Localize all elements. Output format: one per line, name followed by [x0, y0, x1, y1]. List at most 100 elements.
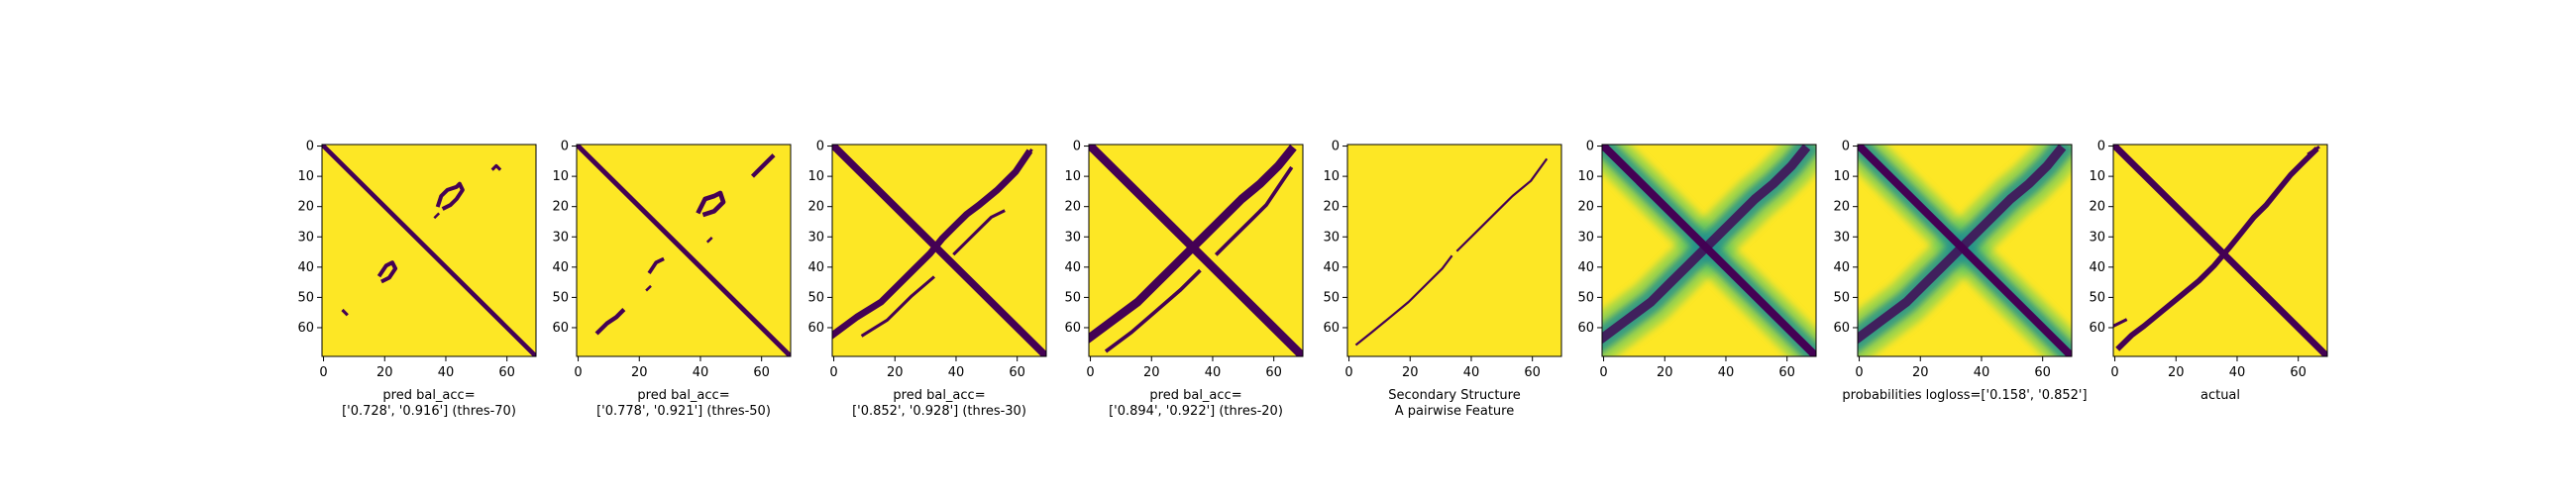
- x-tick-label: 40: [1205, 365, 1222, 380]
- y-tick-label: 20: [1323, 200, 1340, 215]
- heatmap-cells: [1858, 145, 2072, 356]
- y-tick-label: 0: [1332, 140, 1340, 154]
- x-tick-label: 20: [887, 365, 904, 380]
- heatmap-cells: [322, 145, 536, 356]
- y-tick-label: 0: [2097, 140, 2105, 154]
- contact-band-1: [322, 145, 536, 356]
- x-axis-label: pred bal_acc= ['0.728', '0.916'] (thres-7…: [342, 388, 516, 419]
- contact-band-4: [1214, 165, 1294, 256]
- x-axis-label: pred bal_acc= ['0.894', '0.922'] (thres-2…: [1109, 388, 1283, 419]
- x-axis-label-line: ['0.894', '0.922'] (thres-20): [1109, 404, 1283, 419]
- x-tick-label: 40: [1718, 365, 1735, 380]
- x-axis-label: Secondary Structure A pairwise Feature: [1388, 388, 1520, 419]
- y-tick-label: 60: [807, 321, 824, 336]
- x-tick-label: 60: [1524, 365, 1541, 380]
- y-tick-label: 40: [2089, 260, 2105, 275]
- y-tick-label: 40: [1064, 260, 1081, 275]
- x-tick-label: 40: [1974, 365, 1990, 380]
- y-tick-label: 30: [1833, 230, 1850, 245]
- y-tick-label: 30: [807, 230, 824, 245]
- y-tick-label: 0: [1586, 140, 1594, 154]
- heatmap-panel-8: 0 10 20 30 40 50 60 0 20 40 60 actual: [2089, 140, 2328, 403]
- heatmap-panel-7: 0 10 20 30 40 50 60 0 20 40 60 probabilities loglos…: [1833, 140, 2087, 403]
- x-tick-label: 0: [829, 365, 837, 380]
- x-tick-label: 60: [1265, 365, 1282, 380]
- y-tick-label: 20: [1577, 200, 1594, 215]
- y-tick-label: 60: [1064, 321, 1081, 336]
- y-tick-label: 0: [816, 140, 824, 154]
- contact-band-3: [860, 275, 935, 338]
- contact-band-3: [1104, 268, 1202, 353]
- contact-band-2: [1455, 157, 1549, 252]
- y-tick-label: 50: [1833, 290, 1850, 305]
- y-tick-label: 30: [1064, 230, 1081, 245]
- contact-band-2: [2115, 147, 2319, 351]
- y-tick-label: 20: [2089, 200, 2105, 215]
- x-axis-label-line: ['0.778', '0.921'] (thres-50): [596, 404, 771, 419]
- x-axis-label: probabilities logloss=['0.158', '0.852']: [1842, 388, 2087, 403]
- contact-band-1: [832, 145, 1046, 356]
- y-tick-label: 50: [1064, 290, 1081, 305]
- x-tick-label: 60: [1778, 365, 1795, 380]
- contact-band-7: [705, 237, 713, 244]
- axes-frame: [1088, 144, 1304, 357]
- y-tick-label: 0: [1842, 140, 1850, 154]
- y-tick-label: 20: [297, 200, 314, 215]
- contact-band-4: [952, 209, 1006, 256]
- y-tick-label: 30: [1577, 230, 1594, 245]
- contact-band-4: [490, 163, 502, 171]
- y-tick-label: 50: [297, 290, 314, 305]
- x-tick-label: 60: [2290, 365, 2307, 380]
- axes-frame: [2112, 144, 2328, 357]
- y-tick-label: 10: [1833, 169, 1850, 184]
- contact-band-1: [577, 145, 791, 356]
- axes-frame: [1601, 144, 1817, 357]
- contact-band-6: [645, 284, 652, 292]
- heatmap-cells: [577, 145, 791, 356]
- x-axis-label-line: pred bal_acc=: [893, 388, 985, 403]
- contact-band-2: [1089, 145, 1297, 345]
- y-tick-label: 60: [2089, 321, 2105, 336]
- y-tick-label: 10: [807, 169, 824, 184]
- contact-band-2: [832, 148, 1033, 340]
- y-tick-label: 60: [1833, 321, 1850, 336]
- axes-frame: [321, 144, 537, 357]
- heatmap-cells: [2113, 145, 2327, 356]
- y-tick-label: 60: [297, 321, 314, 336]
- x-tick-label: 20: [2168, 365, 2185, 380]
- y-tick-label: 0: [561, 140, 569, 154]
- heatmap-cells: [1089, 145, 1303, 356]
- contact-band-5: [341, 308, 349, 317]
- y-tick-label: 40: [552, 260, 569, 275]
- x-tick-label: 0: [319, 365, 327, 380]
- contact-band-3: [2113, 318, 2128, 329]
- y-tick-label: 10: [1577, 169, 1594, 184]
- heatmap-cells: [832, 145, 1046, 356]
- y-tick-label: 60: [1323, 321, 1340, 336]
- x-axis-label-line: probabilities logloss=['0.158', '0.852']: [1842, 388, 2087, 403]
- y-tick-label: 60: [1577, 321, 1594, 336]
- x-tick-label: 0: [1855, 365, 1863, 380]
- x-axis-label-line: pred bal_acc=: [637, 388, 729, 403]
- x-axis-label-line: pred bal_acc=: [382, 388, 475, 403]
- heatmap-cells: [1602, 145, 1816, 356]
- x-axis-label-line: ['0.728', '0.916'] (thres-70): [342, 404, 516, 419]
- contact-band-6: [433, 212, 441, 220]
- y-tick-label: 30: [552, 230, 569, 245]
- y-tick-label: 10: [1323, 169, 1340, 184]
- x-tick-label: 40: [438, 365, 455, 380]
- contact-band-3: [376, 260, 398, 284]
- contact-band-1: [2113, 145, 2327, 356]
- axes-frame: [576, 144, 792, 357]
- y-tick-label: 30: [2089, 230, 2105, 245]
- contact-band-5: [647, 256, 665, 274]
- heatmap-panel-4: 0 10 20 30 40 50 60 0 20 40 60 pred bal_acc= ['0.894…: [1064, 140, 1304, 419]
- heatmap-panel-1: 0 10 20 30 40 50 60 0 20 40 60 pred bal_acc= ['0.728…: [297, 140, 537, 419]
- contact-band-1: [1354, 254, 1453, 346]
- y-tick-label: 50: [552, 290, 569, 305]
- contact-band-4: [2307, 145, 2320, 156]
- x-tick-label: 60: [2034, 365, 2051, 380]
- x-axis-label: pred bal_acc= ['0.852', '0.928'] (thres-3…: [852, 388, 1026, 419]
- x-tick-label: 20: [1912, 365, 1929, 380]
- x-tick-label: 0: [2110, 365, 2118, 380]
